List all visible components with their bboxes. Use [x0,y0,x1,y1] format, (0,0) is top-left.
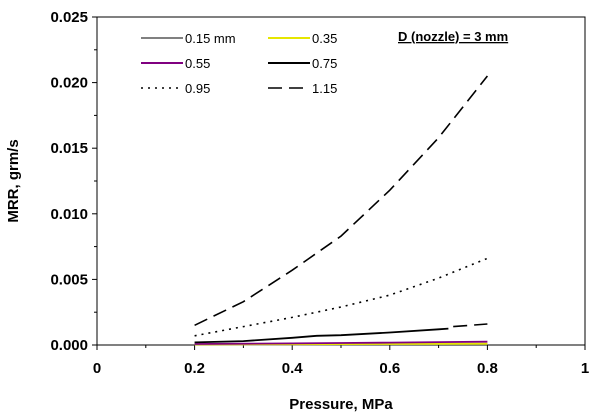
plot-area [96,16,586,346]
y-tick-label: 0.025 [50,9,88,26]
series-layer [194,75,489,346]
series-line-0-55 [194,340,488,345]
y-tick-label: 0.000 [50,337,88,354]
x-tick-label: 1 [581,360,589,377]
series-line-0-75 [194,327,449,344]
legend: 0.15 mm 0.35 0.55 0.75 0.95 1.15 [141,31,337,96]
legend-label: 0.35 [312,31,337,46]
series-line-extra-6 [453,323,488,328]
x-tick-label: 0.8 [477,360,498,377]
series-line-1-15 [194,75,489,327]
legend-label: 0.55 [185,56,210,71]
axes: 0 0.2 0.4 0.6 0.8 1 0.000 0.005 0.010 0.015 0.020 0… [50,9,589,377]
x-axis-title: Pressure, MPa [289,396,393,413]
y-tick-label: 0.010 [50,206,88,223]
legend-label: 1.15 [312,81,337,96]
x-tick-label: 0.4 [282,360,304,377]
legend-label: 0.75 [312,56,337,71]
annotation-nozzle: D (nozzle) = 3 mm [398,29,508,44]
legend-label: 0.15 mm [185,31,236,46]
y-tick-label: 0.005 [50,271,88,288]
y-axis-title: MRR, grm/s [5,139,22,222]
x-tick-label: 0.6 [379,360,400,377]
legend-label: 0.95 [185,81,210,96]
x-tick-label: 0.2 [184,360,205,377]
series-line-0-95 [194,257,488,337]
y-tick-label: 0.015 [50,140,88,157]
y-tick-label: 0.020 [50,75,88,92]
x-tick-label: 0 [93,360,101,377]
